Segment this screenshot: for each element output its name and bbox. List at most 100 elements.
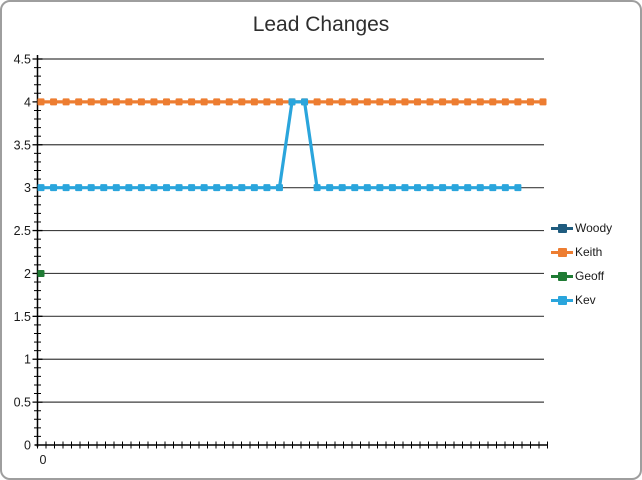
legend-marker-square	[558, 247, 567, 257]
series-kev-marker	[501, 184, 509, 192]
series-keith-marker	[200, 98, 208, 106]
series-keith-marker	[501, 98, 509, 106]
series-kev-marker	[200, 184, 208, 192]
series-keith-marker	[225, 98, 233, 106]
series-keith-marker	[376, 98, 384, 106]
y-tick-label: 1.5	[14, 310, 31, 324]
series-keith-marker	[313, 98, 321, 106]
y-tick-label: 3	[24, 181, 31, 195]
series-keith-marker	[539, 98, 547, 106]
y-tick-label: 4	[24, 95, 31, 109]
series-kev-marker	[476, 184, 484, 192]
series-geoff-marker	[37, 269, 45, 277]
legend-marker-square	[558, 223, 567, 233]
series-kev-marker	[439, 184, 447, 192]
series-kev-marker	[112, 184, 120, 192]
y-tick-label: 0	[24, 439, 31, 453]
series-keith-marker	[238, 98, 246, 106]
legend-marker-woody	[551, 223, 573, 233]
series-keith-marker	[514, 98, 522, 106]
legend-item-keith[interactable]: Keith	[551, 240, 612, 264]
y-tick-label: 2	[24, 267, 31, 281]
series-kev-marker	[188, 184, 196, 192]
legend-marker-geoff	[551, 271, 573, 281]
series-kev-marker	[388, 184, 396, 192]
series-kev-marker	[464, 184, 472, 192]
series-keith-marker	[414, 98, 421, 106]
y-tick-label: 1	[24, 353, 31, 367]
legend-item-geoff[interactable]: Geoff	[551, 264, 612, 288]
series-kev-marker	[125, 184, 133, 192]
series-keith-marker	[351, 98, 359, 106]
legend-label: Keith	[575, 245, 603, 259]
series-keith-marker	[250, 98, 258, 106]
series-keith-marker	[75, 98, 83, 106]
y-tick-label: 4.5	[14, 53, 31, 67]
series-kev-marker	[338, 184, 346, 192]
x-tick-label: 0	[40, 453, 47, 467]
series-keith-marker	[401, 98, 409, 106]
series-keith-marker	[363, 98, 371, 106]
series-keith-marker	[37, 98, 45, 106]
y-tick-label: 0.5	[14, 396, 31, 410]
series-keith-marker	[451, 98, 459, 106]
series-kev-marker	[275, 184, 283, 192]
series-keith-marker	[175, 98, 183, 106]
legend-item-kev[interactable]: Kev	[551, 288, 612, 312]
series-keith-marker	[426, 98, 434, 106]
legend-marker-kev	[551, 295, 573, 305]
legend-label: Woody	[575, 221, 613, 235]
series-keith-marker	[163, 98, 170, 106]
series-kev-marker	[376, 184, 384, 192]
series-kev-marker	[250, 184, 258, 192]
series-keith-marker	[125, 98, 133, 106]
series-kev-marker	[50, 184, 58, 192]
series-kev-marker	[150, 184, 158, 192]
series-kev-marker	[75, 184, 83, 192]
series-kev-marker	[163, 184, 170, 192]
series-keith-marker	[338, 98, 346, 106]
legend-label: Kev	[575, 293, 596, 307]
series-kev-marker	[351, 184, 359, 192]
series-keith-marker	[188, 98, 196, 106]
series-kev-marker	[313, 184, 321, 192]
chart-title: Lead Changes	[252, 13, 390, 36]
series-kev-marker	[489, 184, 497, 192]
legend: Woody Keith Geoff Kev	[551, 216, 612, 312]
series-kev-marker	[263, 184, 271, 192]
series-keith-marker	[150, 98, 158, 106]
series-kev-marker	[87, 184, 95, 192]
series-keith-marker	[62, 98, 70, 106]
series-kev-marker	[414, 184, 421, 192]
series-keith-marker	[263, 98, 271, 106]
legend-marker-keith	[551, 247, 573, 257]
series-kev-marker	[363, 184, 371, 192]
series-kev-line	[37, 100, 518, 190]
series-kev-marker	[37, 184, 45, 192]
series-kev-marker	[514, 184, 522, 192]
series-keith-marker	[489, 98, 497, 106]
series-keith-marker	[112, 98, 120, 106]
series-kev-marker	[326, 184, 334, 192]
series-keith-marker	[275, 98, 283, 106]
legend-item-woody[interactable]: Woody	[551, 216, 612, 240]
series-keith-marker	[439, 98, 447, 106]
series-kev-marker	[426, 184, 434, 192]
series-kev-marker	[225, 184, 233, 192]
y-tick-label: 3.5	[14, 138, 31, 152]
series-keith-marker	[326, 98, 334, 106]
series-keith-marker	[87, 98, 95, 106]
series-kev-marker	[100, 184, 108, 192]
series-kev-marker	[213, 184, 221, 192]
legend-marker-square	[558, 271, 567, 281]
series-keith-marker	[137, 98, 145, 106]
legend-marker-square	[558, 295, 567, 305]
legend-label: Geoff	[575, 269, 605, 283]
series-keith-marker	[476, 98, 484, 106]
y-tick-label: 2.5	[14, 224, 31, 238]
series-keith-marker	[213, 98, 221, 106]
series-keith-marker	[464, 98, 472, 106]
series-kev-marker	[137, 184, 145, 192]
